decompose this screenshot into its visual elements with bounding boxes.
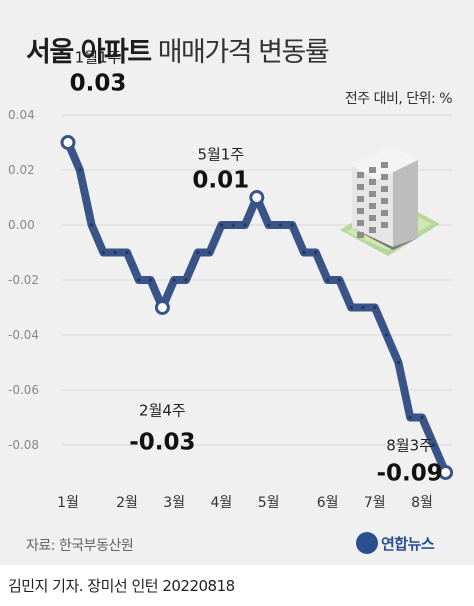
window [357, 196, 364, 202]
title-bold: 서울 아파트 [26, 37, 152, 68]
x-tick-label: 6월 [317, 495, 339, 511]
window [357, 232, 364, 238]
annotation-value: 0.03 [70, 71, 127, 97]
data-point [361, 305, 365, 310]
annotation-value: 0.01 [192, 168, 249, 194]
highlight-marker [438, 465, 454, 480]
yonhap-logo: 연합뉴스 [356, 532, 435, 554]
unit-note: 전주 대비, 단위: % [344, 91, 453, 107]
window [357, 220, 364, 226]
window [357, 184, 364, 190]
data-point [373, 305, 377, 310]
window [369, 227, 376, 233]
x-tick-label: 3월 [163, 495, 185, 511]
window [369, 215, 376, 221]
x-tick-label: 5월 [258, 495, 280, 511]
data-point [219, 223, 223, 227]
annotation-date: 2월4주 [139, 402, 186, 420]
data-point [385, 333, 389, 337]
y-tick-label: -0.04 [8, 328, 39, 342]
data-point [278, 223, 282, 227]
data-point [314, 250, 318, 255]
data-point [184, 278, 188, 282]
window [369, 203, 376, 209]
window [381, 198, 388, 204]
logo-icon [356, 532, 378, 554]
window [381, 174, 388, 180]
x-tick-label: 1월 [57, 495, 79, 511]
window [357, 172, 364, 178]
data-point [326, 278, 330, 282]
y-tick-label: 0.02 [8, 163, 35, 177]
title-light: 매매가격 변동률 [157, 37, 330, 68]
window [369, 179, 376, 185]
window [381, 186, 388, 192]
data-point [302, 250, 306, 255]
data-point [149, 278, 153, 282]
data-point [231, 223, 235, 227]
data-point [432, 443, 436, 447]
data-point [172, 278, 176, 282]
x-tick-label: 4월 [211, 495, 233, 511]
window [381, 222, 388, 228]
data-point [337, 278, 341, 282]
data-point [78, 168, 82, 172]
data-point [267, 223, 271, 227]
data-point [208, 250, 212, 255]
window [369, 191, 376, 197]
data-point [196, 250, 200, 255]
y-tick-label: -0.06 [8, 383, 39, 397]
apartment-building-illustration [340, 145, 440, 256]
window [381, 162, 388, 168]
data-point [125, 250, 129, 255]
data-point [290, 223, 294, 227]
line-chart: 0.04 0.02 0.00 -0.02 -0.04 -0.06 -0.08 1월 2월 3월 4… [8, 49, 454, 511]
highlight-marker [154, 300, 170, 315]
y-tick-label: -0.08 [8, 438, 39, 452]
data-point [90, 223, 94, 227]
highlight-marker [60, 135, 76, 150]
y-tick-label: -0.02 [8, 273, 39, 287]
data-point [349, 305, 353, 310]
y-tick-label: 0.00 [8, 218, 35, 232]
x-tick-label: 7월 [364, 495, 386, 511]
logo-text: 연합뉴스 [381, 534, 435, 553]
annotation-date: 8월3주 [386, 437, 433, 455]
window [369, 167, 376, 173]
data-point [243, 223, 247, 227]
highlight-marker [249, 190, 265, 205]
window [357, 208, 364, 214]
source-note: 자료: 한국부동산원 [26, 538, 134, 554]
data-point [101, 250, 105, 255]
y-tick-label: 0.04 [8, 108, 35, 122]
window [381, 210, 388, 216]
chart-title: 서울 아파트 매매가격 변동률 [26, 30, 330, 69]
annotation-value: -0.09 [376, 461, 442, 487]
data-point [408, 415, 412, 420]
annotation-date: 5월1주 [197, 146, 244, 164]
chart-card [0, 0, 474, 565]
annotation-date: 1월1주 [75, 49, 122, 67]
data-point [420, 415, 424, 420]
byline: 김민지 기자. 장미선 인턴 20220818 [8, 577, 235, 595]
data-point [396, 360, 400, 365]
data-point [137, 278, 141, 282]
annotation-value: -0.03 [129, 430, 195, 456]
x-tick-label: 8월 [411, 495, 433, 511]
x-tick-label: 2월 [116, 495, 138, 511]
data-point [113, 250, 117, 255]
